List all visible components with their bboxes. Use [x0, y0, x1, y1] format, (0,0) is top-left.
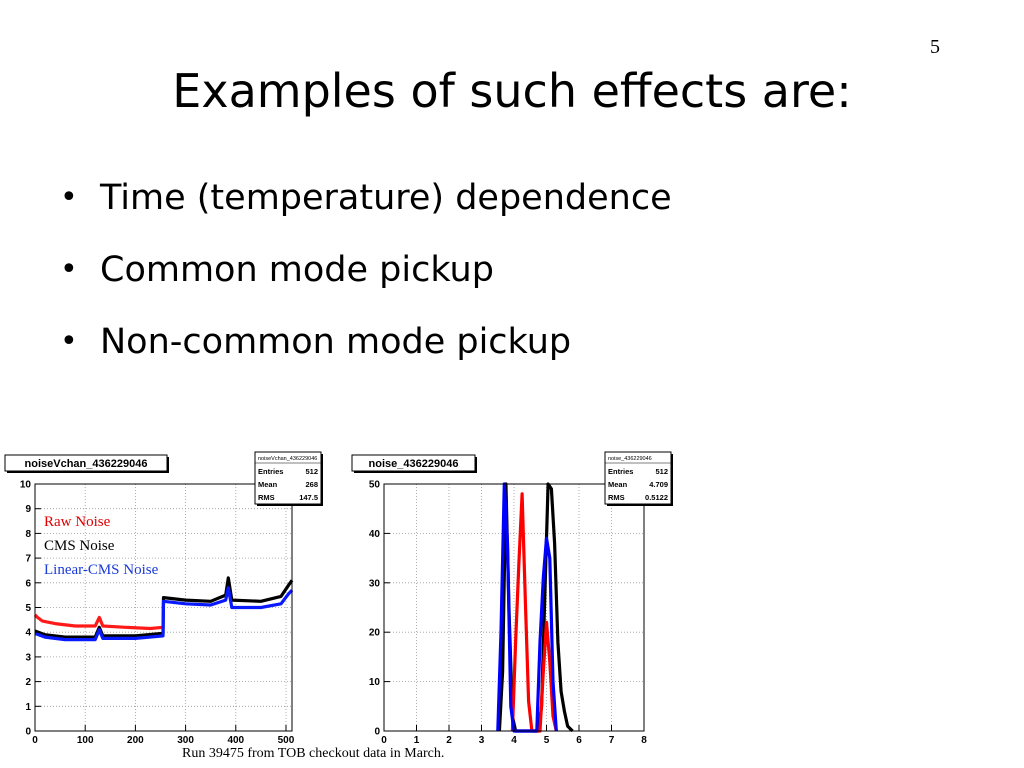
- x-tick-label: 0: [381, 735, 387, 746]
- x-tick-label: 3: [479, 735, 485, 746]
- bullet-dot-icon: •: [60, 180, 78, 215]
- y-tick-label: 30: [369, 578, 381, 589]
- y-tick-label: 9: [25, 504, 31, 515]
- bullet-text: Common mode pickup: [100, 250, 494, 290]
- stats-value: 4.709: [649, 480, 668, 489]
- legend-cms-noise: CMS Noise: [44, 538, 115, 554]
- stats-label: Entries: [258, 467, 283, 476]
- stats-value: 512: [305, 467, 318, 476]
- stats-value: 147.5: [299, 493, 318, 502]
- x-tick-label: 2: [446, 735, 452, 746]
- series-line: [33, 613, 164, 631]
- y-tick-label: 1: [25, 702, 31, 713]
- chart-title-box: [4, 454, 168, 472]
- stats-label: Mean: [608, 480, 628, 489]
- legend-linear-cms-noise: Linear-CMS Noise: [44, 562, 159, 578]
- chart-title-box: [351, 454, 476, 472]
- stats-value: 0.5122: [645, 493, 668, 502]
- x-tick-label: 500: [278, 735, 295, 746]
- y-tick-label: 6: [25, 578, 31, 589]
- x-tick-label: 0: [32, 735, 38, 746]
- y-tick-label: 8: [25, 529, 31, 540]
- stats-box: [604, 451, 672, 505]
- x-tick-label: 7: [609, 735, 615, 746]
- y-tick-label: 40: [369, 529, 381, 540]
- y-tick-label: 5: [25, 603, 31, 614]
- slide-title: Examples of such effects are:: [172, 64, 852, 118]
- x-tick-label: 100: [77, 735, 94, 746]
- x-tick-label: 200: [127, 735, 144, 746]
- bullet-item: • Non-common mode pickup: [60, 316, 672, 388]
- stats-value: 268: [305, 480, 318, 489]
- bullet-item: • Time (temperature) dependence: [60, 172, 672, 244]
- x-tick-label: 300: [177, 735, 194, 746]
- stats-label: RMS: [258, 493, 275, 502]
- bullet-text: Non-common mode pickup: [100, 322, 572, 362]
- y-tick-label: 10: [20, 480, 32, 491]
- stats-name: noiseVchan_436229046: [258, 456, 317, 462]
- y-tick-label: 20: [369, 628, 381, 639]
- stats-label: RMS: [608, 493, 625, 502]
- bullet-dot-icon: •: [60, 252, 78, 287]
- x-tick-label: 5: [544, 735, 550, 746]
- stats-label: Mean: [258, 480, 278, 489]
- legend-raw-noise: Raw Noise: [44, 514, 111, 530]
- stats-name: noise_436229046: [608, 456, 652, 462]
- y-tick-label: 0: [25, 727, 31, 738]
- y-tick-label: 7: [25, 554, 31, 565]
- stats-box: [254, 451, 322, 505]
- x-tick-label: 8: [641, 735, 647, 746]
- chart-title: noiseVchan_436229046: [25, 458, 148, 470]
- x-tick-label: 6: [576, 735, 582, 746]
- bullet-dot-icon: •: [60, 324, 78, 359]
- y-tick-label: 10: [369, 677, 381, 688]
- y-tick-label: 2: [25, 677, 31, 688]
- y-tick-label: 4: [25, 628, 31, 639]
- x-tick-label: 1: [414, 735, 420, 746]
- stats-label: Entries: [608, 467, 633, 476]
- slide-number: 5: [930, 36, 940, 58]
- y-tick-label: 50: [369, 480, 381, 491]
- figure-caption: Run 39475 from TOB checkout data in Marc…: [182, 746, 445, 761]
- chart-title: noise_436229046: [369, 458, 459, 470]
- bullet-list: • Time (temperature) dependence • Common m…: [60, 172, 672, 388]
- chart-pad: [2, 452, 300, 742]
- stats-value: 512: [655, 467, 668, 476]
- bullet-text: Time (temperature) dependence: [100, 178, 672, 218]
- series-line: [34, 586, 294, 642]
- bullet-item: • Common mode pickup: [60, 244, 672, 316]
- series-line: [34, 576, 294, 639]
- x-tick-label: 4: [511, 735, 517, 746]
- x-tick-label: 400: [227, 735, 244, 746]
- y-tick-label: 3: [25, 652, 31, 663]
- y-tick-label: 0: [374, 727, 380, 738]
